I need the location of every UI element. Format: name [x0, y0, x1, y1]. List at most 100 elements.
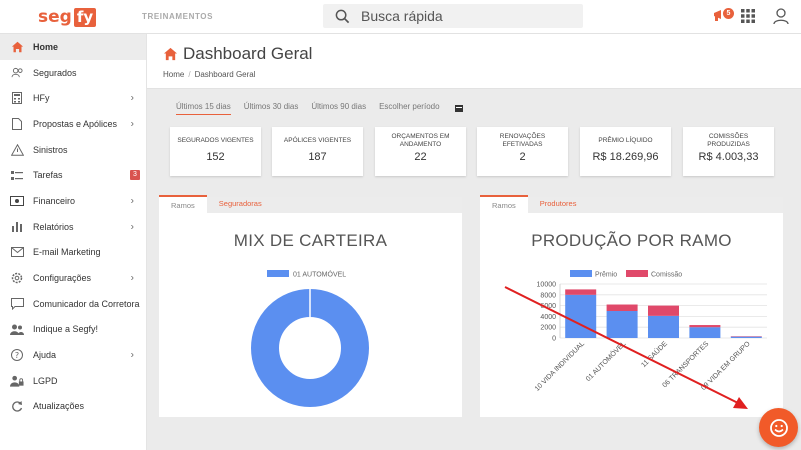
period-custom[interactable]: Escolher período [379, 102, 463, 115]
money-icon [10, 194, 24, 208]
x-tick-label: 11 SAÚDE [639, 339, 669, 369]
y-tick-label: 2000 [540, 325, 556, 332]
logo-seg: seg [38, 7, 72, 27]
x-tick-label: 06 TRANSPORTES [662, 340, 711, 389]
breadcrumb-home[interactable]: Home [163, 70, 185, 79]
stat-label: ORÇAMENTOS EM ANDAMENTO [391, 133, 450, 148]
stat-label: APÓLICES VIGENTES [283, 137, 352, 144]
stat-value: R$ 4.003,33 [698, 151, 759, 163]
page-header: Dashboard Geral Home / Dashboard Geral [147, 34, 801, 89]
page-title-text: Dashboard Geral [183, 44, 313, 63]
sidebar-item-relatorios[interactable]: Relatórios › [0, 214, 146, 240]
bar-comissao[interactable] [606, 304, 638, 311]
period-15-days[interactable]: Últimos 15 dias [176, 102, 231, 115]
y-tick-label: 0 [552, 336, 556, 343]
bar-comissao[interactable] [565, 289, 597, 295]
megaphone-icon[interactable] [713, 7, 731, 28]
bar-premio[interactable] [689, 327, 721, 338]
producao-ramo-card: Ramos Produtores PRODUÇÃO POR RAMO Prêmi… [480, 195, 783, 417]
period-custom-label: Escolher período [379, 102, 440, 111]
sidebar-item-configuracoes[interactable]: Configurações › [0, 265, 146, 291]
search-bar[interactable] [323, 4, 583, 28]
sidebar-item-label: Configurações [33, 273, 92, 284]
tab-strip [159, 197, 462, 213]
breadcrumb-separator: / [188, 70, 191, 79]
sidebar-item-comunicador-da-corretora[interactable]: Comunicador da Corretora [0, 291, 146, 317]
sidebar-item-ajuda[interactable]: ? Ajuda › [0, 342, 146, 368]
calculator-icon [10, 91, 24, 105]
sidebar-item-label: Comunicador da Corretora [33, 298, 140, 309]
producao-bar-chart: Prêmio Comissão 10000 8000 6000 4000 2000 010 V… [534, 270, 767, 393]
y-tick-label: 10000 [537, 282, 557, 289]
sidebar-item-label: Relatórios [33, 221, 74, 232]
bar-comissao[interactable] [648, 305, 679, 316]
stat-card[interactable]: PRÊMIO LÍQUIDO R$ 18.269,96 [580, 127, 671, 176]
smiley-icon [769, 418, 788, 437]
period-30-days[interactable]: Últimos 30 dias [243, 102, 299, 111]
sidebar-item-home[interactable]: Home [0, 34, 146, 60]
sidebar-item-financeiro[interactable]: Financeiro › [0, 188, 146, 214]
tab-produtores[interactable]: Produtores [539, 199, 577, 208]
user-profile-icon[interactable] [773, 8, 789, 30]
prod-card-tabs: Ramos Produtores [480, 195, 588, 213]
mix-chart-title: MIX DE CARTEIRA [233, 231, 388, 250]
tasks-count-badge: 3 [130, 170, 140, 181]
stat-card[interactable]: APÓLICES VIGENTES 187 [272, 127, 363, 176]
sidebar-item-label: LGPD [33, 375, 58, 386]
legend-label: 01 AUTOMÓVEL [293, 270, 346, 279]
stat-card[interactable]: ORÇAMENTOS EM ANDAMENTO 22 [375, 127, 466, 176]
sidebar-item-label: Indique a Segfy! [33, 324, 99, 335]
tab-strip [480, 197, 783, 213]
tab-seguradoras[interactable]: Seguradoras [218, 199, 262, 208]
chat-icon [10, 297, 24, 311]
sidebar-item-propostas-e-apolices[interactable]: Propostas e Apólices › [0, 111, 146, 137]
legend-label: Prêmio [595, 272, 617, 279]
chevron-right-icon: › [130, 272, 134, 284]
sidebar-item-lgpd[interactable]: LGPD [0, 368, 146, 394]
bar-comissao[interactable] [689, 325, 721, 328]
search-icon[interactable] [323, 9, 361, 24]
sidebar-item-e-mail-marketing[interactable]: E-mail Marketing [0, 240, 146, 266]
sidebar-item-tarefas[interactable]: Tarefas 3 [0, 162, 146, 188]
chevron-right-icon: › [130, 92, 134, 104]
sidebar-item-label: Segurados [33, 67, 77, 78]
period-90-days[interactable]: Últimos 90 dias [311, 102, 367, 111]
stat-value: 22 [414, 151, 427, 163]
chevron-right-icon: › [130, 221, 134, 233]
svg-text:?: ? [15, 351, 19, 360]
help-icon: ? [10, 348, 24, 362]
calendar-icon [454, 104, 463, 112]
sidebar-item-sinistros[interactable]: Sinistros [0, 137, 146, 163]
y-tick-label: 6000 [540, 303, 556, 310]
sidebar-item-label: E-mail Marketing [33, 247, 101, 258]
legend-swatch [570, 270, 592, 277]
x-tick-label: 01 AUTOMÓVEL [584, 339, 628, 383]
referral-icon [10, 322, 24, 336]
tab-ramos[interactable]: Ramos [480, 195, 528, 213]
bar-premio[interactable] [606, 311, 638, 338]
sidebar: Home Segurados HFy › Propostas e Apólices › Si… [0, 34, 147, 450]
chat-support-button[interactable] [759, 408, 798, 447]
envelope-icon [10, 245, 24, 259]
sidebar-item-segurados[interactable]: Segurados [0, 60, 146, 86]
chevron-right-icon: › [130, 349, 134, 361]
tasks-icon [10, 168, 24, 182]
tab-ramos[interactable]: Ramos [159, 195, 207, 213]
sidebar-item-indique-a-segfy[interactable]: Indique a Segfy! [0, 317, 146, 343]
sidebar-item-label: Propostas e Apólices [33, 118, 118, 129]
sidebar-item-label: Ajuda [33, 350, 57, 361]
sidebar-item-hfy[interactable]: HFy › [0, 85, 146, 111]
apps-grid-icon[interactable] [741, 9, 755, 28]
bar-premio[interactable] [648, 315, 679, 338]
segfy-logo[interactable]: seg fy [38, 6, 97, 28]
search-input[interactable] [361, 8, 571, 24]
mix-card-body: MIX DE CARTEIRA 01 AUTOMÓVEL [159, 213, 462, 417]
bar-premio[interactable] [565, 294, 597, 338]
stat-card[interactable]: COMISSÕES PRODUZIDAS R$ 4.003,33 [683, 127, 774, 176]
gear-icon [10, 271, 24, 285]
sidebar-item-atualizacoes[interactable]: Atualizações [0, 394, 146, 420]
sidebar-item-label: HFy [33, 93, 50, 104]
bar-premio[interactable] [730, 336, 762, 338]
stat-card[interactable]: SEGURADOS VIGENTES 152 [170, 127, 261, 176]
stat-card[interactable]: RENOVAÇÕES EFETIVADAS 2 [477, 127, 568, 176]
